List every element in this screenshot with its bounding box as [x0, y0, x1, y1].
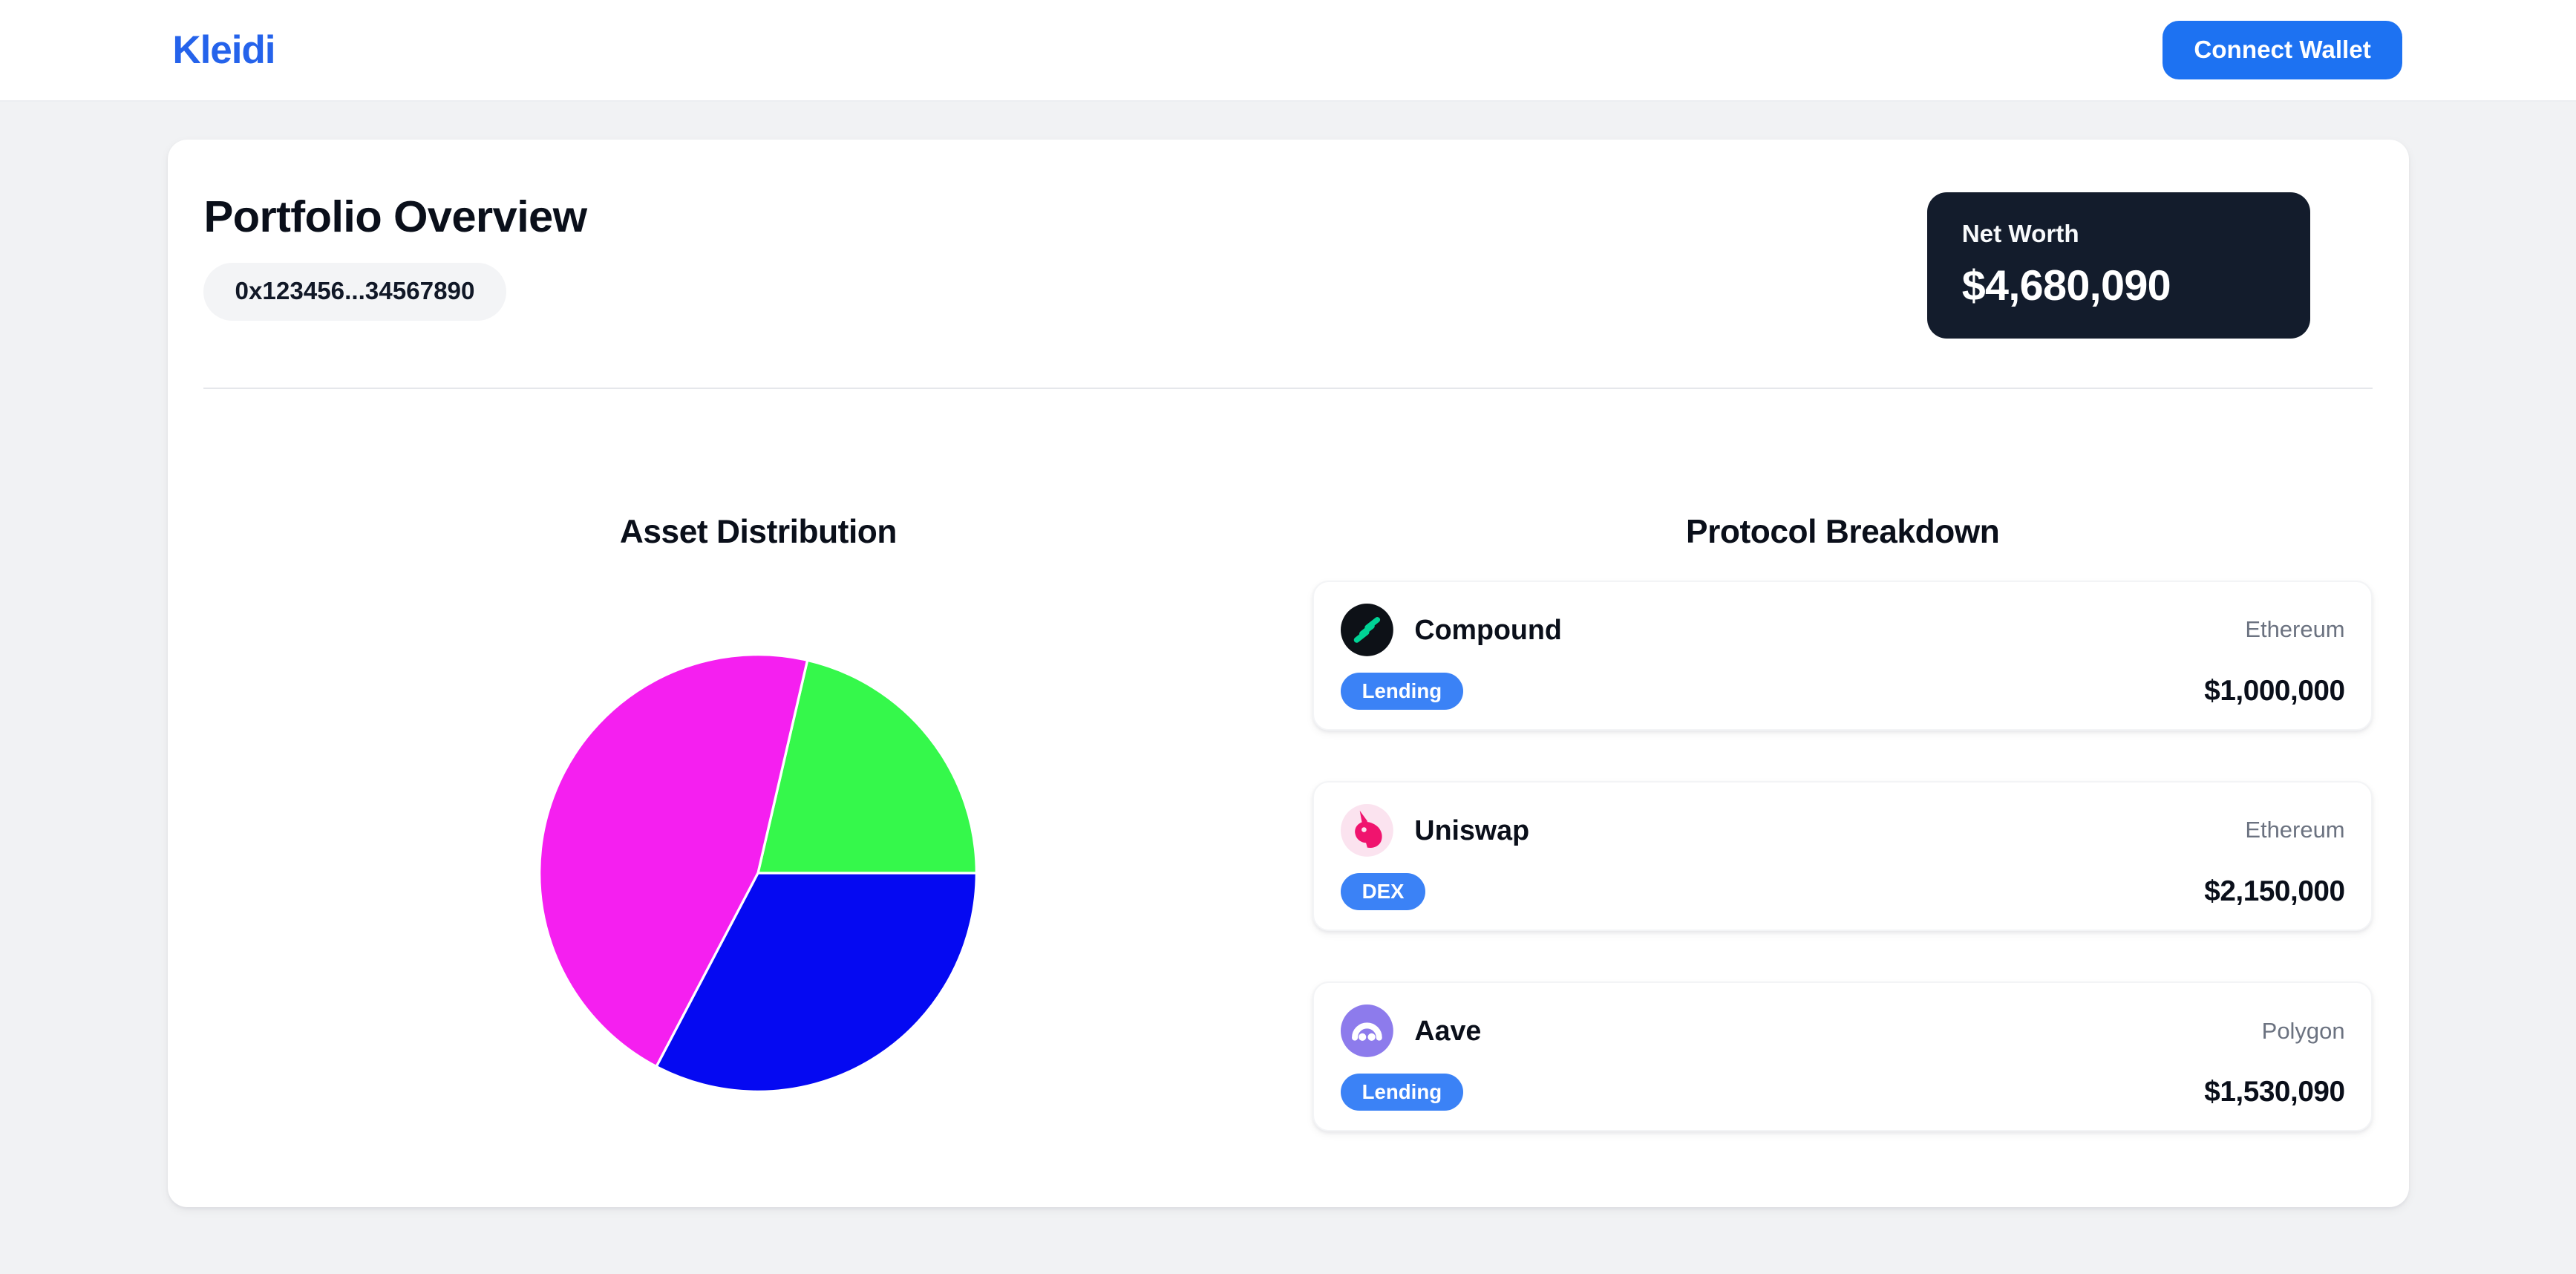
pie-slice-compound: [756, 659, 978, 875]
section-divider: [203, 388, 2373, 390]
category-badge: Lending: [1340, 673, 1463, 710]
page-body: Portfolio Overview 0x123456...34567890 N…: [0, 102, 2576, 1207]
protocol-row-top: Uniswap Ethereum: [1340, 804, 2345, 857]
protocol-row-bottom: Lending $1,530,090: [1340, 1074, 2345, 1111]
pie-chart-container: [535, 650, 981, 1103]
protocol-value: $1,530,090: [2204, 1075, 2345, 1108]
protocol-row-compound: Compound Ethereum Lending $1,000,000: [1312, 581, 2373, 731]
portfolio-card: Portfolio Overview 0x123456...34567890 N…: [167, 140, 2409, 1207]
protocol-name: Uniswap: [1414, 814, 1530, 846]
protocol-breakdown-section: Protocol Breakdown: [1312, 389, 2373, 1131]
protocol-value: $2,150,000: [2204, 875, 2345, 907]
protocol-name: Compound: [1414, 613, 1562, 645]
asset-distribution-title: Asset Distribution: [619, 514, 898, 551]
connect-wallet-button[interactable]: Connect Wallet: [2163, 20, 2402, 80]
wallet-address-badge: 0x123456...34567890: [203, 263, 506, 321]
page-title: Portfolio Overview: [203, 191, 587, 241]
asset-distribution-pie: [538, 653, 978, 1094]
pie-slice-uniswap: [538, 653, 809, 1068]
app-logo: Kleidi: [172, 28, 275, 73]
protocol-row-top: Aave Polygon: [1340, 1004, 2345, 1057]
protocol-row-aave: Aave Polygon Lending $1,530,090: [1312, 981, 2373, 1131]
category-badge: Lending: [1340, 1074, 1463, 1111]
protocol-row-bottom: Lending $1,000,000: [1340, 673, 2345, 710]
protocol-list: Compound Ethereum Lending $1,000,000: [1312, 581, 2373, 1131]
portfolio-card-header: Portfolio Overview 0x123456...34567890 N…: [203, 191, 2373, 339]
aave-icon: [1340, 1004, 1393, 1057]
net-worth-label: Net Worth: [1961, 220, 2079, 248]
protocol-row-bottom: DEX $2,150,000: [1340, 873, 2345, 910]
content-columns: Asset Distribution Protocol Breakdown: [203, 389, 2373, 1131]
compound-icon: [1340, 604, 1393, 656]
pie-slice-aave: [655, 872, 978, 1094]
net-worth-card: Net Worth $4,680,090: [1927, 192, 2310, 339]
protocol-network: Ethereum: [2245, 616, 2345, 643]
protocol-row-top: Compound Ethereum: [1340, 604, 2345, 656]
net-worth-value: $4,680,090: [1961, 262, 2171, 310]
header-bar: Kleidi Connect Wallet: [0, 0, 2576, 102]
protocol-value: $1,000,000: [2204, 674, 2345, 707]
portfolio-title-block: Portfolio Overview 0x123456...34567890: [203, 191, 587, 321]
protocol-network: Polygon: [2261, 1017, 2345, 1044]
protocol-breakdown-title: Protocol Breakdown: [1686, 514, 2000, 551]
category-badge: DEX: [1340, 873, 1426, 910]
protocol-row-uniswap: Uniswap Ethereum DEX $2,150,000: [1312, 781, 2373, 931]
uniswap-icon: [1340, 804, 1393, 857]
asset-distribution-section: Asset Distribution: [203, 389, 1312, 1131]
protocol-network: Ethereum: [2245, 817, 2345, 843]
protocol-name: Aave: [1414, 1015, 1482, 1046]
